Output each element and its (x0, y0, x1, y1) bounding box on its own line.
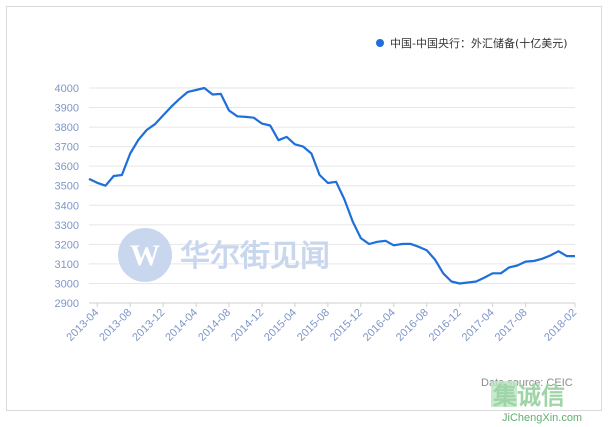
x-axis-ticks: 2013-042013-082013-122014-042014-082014-… (64, 303, 579, 344)
y-tick-label: 3600 (55, 161, 79, 173)
y-tick-label: 4000 (55, 83, 79, 95)
x-tick-label: 2017-04 (460, 307, 497, 344)
x-tick-label: 2016-12 (427, 307, 464, 344)
watermark-text: 华尔街见闻 (180, 239, 330, 274)
y-tick-label: 3000 (55, 278, 79, 290)
y-tick-label: 3900 (55, 103, 79, 115)
y-tick-label: 3200 (55, 239, 79, 251)
watermark: W 华尔街见闻 (118, 228, 330, 282)
badge-text: 集诚信 (492, 382, 565, 410)
y-tick-label: 3800 (55, 122, 79, 134)
legend-marker (376, 39, 384, 47)
badge-icon (491, 381, 517, 407)
x-tick-label: 2015-04 (262, 307, 299, 344)
x-tick-label: 2016-08 (394, 307, 431, 344)
x-tick-label: 2014-12 (229, 307, 266, 344)
y-axis-ticks: 2900 3000 3100 3200 3300 3400 3500 3600 3700 3800… (55, 83, 79, 310)
y-tick-label: 2900 (55, 298, 79, 310)
x-tick-label: 2013-04 (64, 307, 101, 344)
series-line (88, 86, 575, 285)
y-tick-label: 3300 (55, 220, 79, 232)
x-tick-label: 2013-12 (130, 307, 167, 344)
badge-url: JiChengXin.com (502, 412, 582, 424)
y-tick-label: 3700 (55, 142, 79, 154)
watermark-logo-letter: W (130, 239, 160, 272)
x-tick-label: 2013-08 (97, 307, 134, 344)
chart-frame (6, 6, 602, 411)
y-tick-label: 3400 (55, 200, 79, 212)
legend-label: 中国-中国央行：外汇储备(十亿美元) (390, 36, 568, 50)
watermark-logo-icon (118, 228, 172, 282)
x-tick-label: 2016-04 (361, 307, 398, 344)
legend[interactable]: 中国-中国央行：外汇储备(十亿美元) (376, 36, 568, 50)
x-tick-label: 2014-04 (163, 307, 200, 344)
x-tick-label: 2015-08 (295, 307, 332, 344)
x-tick-label: 2018-02 (542, 307, 579, 344)
y-tick-label: 3100 (55, 259, 79, 271)
x-tick-label: 2015-12 (328, 307, 365, 344)
x-tick-label: 2017-08 (493, 307, 530, 344)
site-badge: 集诚信 JiChengXin.com (491, 381, 582, 424)
y-tick-label: 3500 (55, 181, 79, 193)
x-tick-label: 2014-08 (196, 307, 233, 344)
